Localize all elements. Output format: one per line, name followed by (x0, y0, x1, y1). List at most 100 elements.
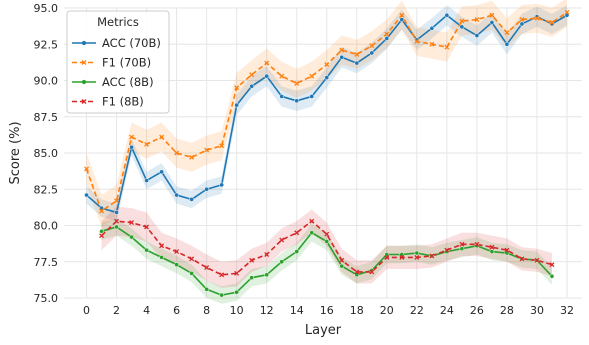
series-3-point-stroke (444, 247, 450, 253)
series-3-point (354, 269, 360, 275)
series-3-point-stroke (534, 257, 540, 263)
series-1-point (474, 17, 480, 23)
series-1-point (459, 18, 465, 24)
series-1-point-stroke (99, 208, 104, 214)
series-0-point (354, 60, 360, 66)
series-1-point (159, 134, 165, 140)
series-0-point (129, 144, 134, 150)
series-1-point-stroke (519, 17, 525, 23)
series-2-point (339, 263, 345, 269)
x-tick-label: 24 (440, 304, 454, 317)
series-1-point (324, 62, 330, 68)
series-0-point (489, 20, 495, 25)
series-3-point-stroke (309, 218, 315, 224)
series-1-point (504, 30, 510, 36)
series-3-point-stroke (414, 254, 420, 260)
series-1-point (309, 73, 315, 79)
series-1-point-stroke (159, 134, 165, 140)
series-3-point-stroke (369, 269, 375, 275)
series-3-point (294, 230, 300, 236)
series-3-point-stroke (489, 244, 495, 250)
series-1-point-stroke (324, 62, 330, 68)
series-2-point (414, 250, 420, 256)
series-3-point (504, 247, 510, 253)
series-1-point-stroke (444, 44, 450, 50)
legend-swatch-marker (81, 79, 87, 85)
series-1-point-stroke (369, 43, 375, 49)
series-1-point-stroke (264, 60, 270, 66)
legend-entry: ACC (70B) (72, 36, 161, 50)
x-tick-label: 18 (350, 304, 364, 317)
series-3-point (339, 257, 345, 263)
series-3-point (279, 237, 285, 243)
series-1-point-stroke (564, 9, 570, 15)
series-1-point (339, 47, 345, 53)
series-0-point (264, 73, 270, 79)
series-0-point (324, 75, 330, 80)
series-0-point (219, 182, 225, 188)
series-3-point-stroke (144, 224, 150, 230)
series-1-point (234, 85, 240, 91)
series-2-point (204, 286, 209, 292)
series-0-point (369, 50, 375, 56)
series-1-point-stroke (249, 72, 255, 78)
series-1-point-stroke (384, 31, 390, 37)
series-3-point-stroke (114, 218, 120, 224)
legend-box (66, 10, 170, 114)
series-3-point (249, 257, 255, 263)
series-3-point-stroke (504, 247, 510, 253)
series-1-point (294, 80, 300, 86)
series-3-point-stroke (384, 254, 390, 260)
series-1-point (189, 154, 195, 160)
series-1-point (204, 147, 210, 153)
series-3-point (159, 243, 165, 249)
series-3-point-stroke (189, 256, 195, 262)
series-1-point (114, 198, 120, 204)
legend-entry: ACC (8B) (72, 75, 154, 89)
series-3-point-stroke (249, 257, 255, 263)
series-1-point (399, 12, 405, 18)
series-3-point-stroke (279, 237, 285, 243)
series-1-point-stroke (114, 198, 120, 204)
x-tick-label: 4 (143, 304, 150, 317)
series-3-point (174, 249, 180, 255)
series-0-point (174, 192, 179, 198)
series-2-point (249, 275, 255, 281)
series-0-point (519, 21, 525, 27)
series-1-point (99, 208, 104, 214)
series-3-point (399, 254, 405, 260)
series-3-point-stroke (474, 241, 480, 247)
series-2-point (489, 249, 495, 254)
series-3-point-stroke (264, 252, 270, 257)
x-tick-label: 0 (83, 304, 90, 317)
series-1-point (279, 73, 285, 79)
series-2-point (174, 262, 179, 267)
x-tick-label: 14 (290, 304, 304, 317)
series-1-point (264, 60, 270, 66)
series-1-point (369, 43, 375, 49)
y-tick-label: 95.0 (34, 2, 59, 15)
series-1-point (354, 51, 360, 57)
series-3-point-stroke (159, 243, 165, 249)
series-1-point-stroke (309, 73, 315, 79)
series-1-point (519, 17, 525, 23)
y-tick-label: 80.0 (34, 220, 59, 233)
series-1-point (84, 166, 89, 172)
series-3-point-stroke (399, 254, 405, 260)
series-1-point-stroke (354, 51, 360, 57)
tick-labels: 75.077.580.082.585.087.590.092.595.00 2 4 6… (34, 2, 574, 317)
series-3-point-stroke (174, 249, 180, 255)
series-2-band (101, 218, 552, 304)
series-1-point-stroke (549, 20, 555, 25)
series-2-point (459, 246, 465, 252)
series-1-point (174, 150, 180, 156)
series-3-point-stroke (129, 220, 135, 226)
series-3-point (309, 218, 315, 224)
series-3-point-stroke (354, 269, 360, 275)
series-3-point-stroke (219, 272, 225, 278)
series-1-point (444, 44, 450, 50)
series-0-point (279, 94, 285, 99)
x-tick-label: 20 (380, 304, 394, 317)
series-1-point-stroke (144, 141, 150, 147)
series-2-point (279, 259, 285, 265)
